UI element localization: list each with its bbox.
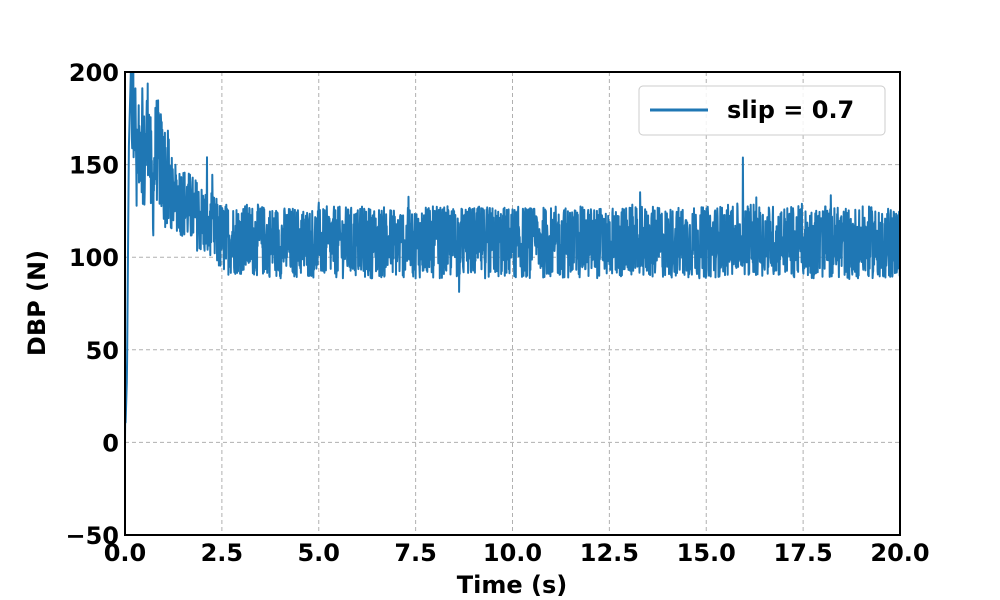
x-tick-label: 15.0: [677, 539, 736, 567]
x-tick-label: 17.5: [774, 539, 833, 567]
legend-box: [638, 85, 886, 136]
legend: slip = 0.7: [638, 85, 886, 136]
series-layer: [125, 72, 900, 443]
y-tick-label: 150: [69, 152, 119, 180]
plot-frame: [124, 71, 901, 536]
x-tick-label: 12.5: [580, 539, 639, 567]
series-line: [125, 72, 900, 443]
x-axis: 0.0 2.5 5.0 7.5 10.0 12.5 15.0 17.5 20.0: [104, 539, 930, 567]
x-tick-label: 20.0: [870, 539, 929, 567]
y-tick-label: 50: [86, 337, 119, 365]
x-tick-label: 10.0: [483, 539, 542, 567]
y-tick-label: 0: [102, 429, 119, 457]
x-tick-label: 2.5: [201, 539, 244, 567]
x-tick-label: 5.0: [297, 539, 340, 567]
y-axis-title: DBP (N): [23, 250, 51, 356]
x-tick-label: 7.5: [394, 539, 437, 567]
y-axis: −50 0 50 100 150 200: [65, 59, 119, 550]
y-tick-label: −50: [65, 522, 119, 550]
x-axis-title: Time (s): [457, 571, 567, 599]
y-tick-label: 100: [69, 244, 119, 272]
x-tick-label: 0.0: [104, 539, 147, 567]
legend-label: slip = 0.7: [727, 96, 854, 124]
y-tick-label: 200: [69, 59, 119, 87]
